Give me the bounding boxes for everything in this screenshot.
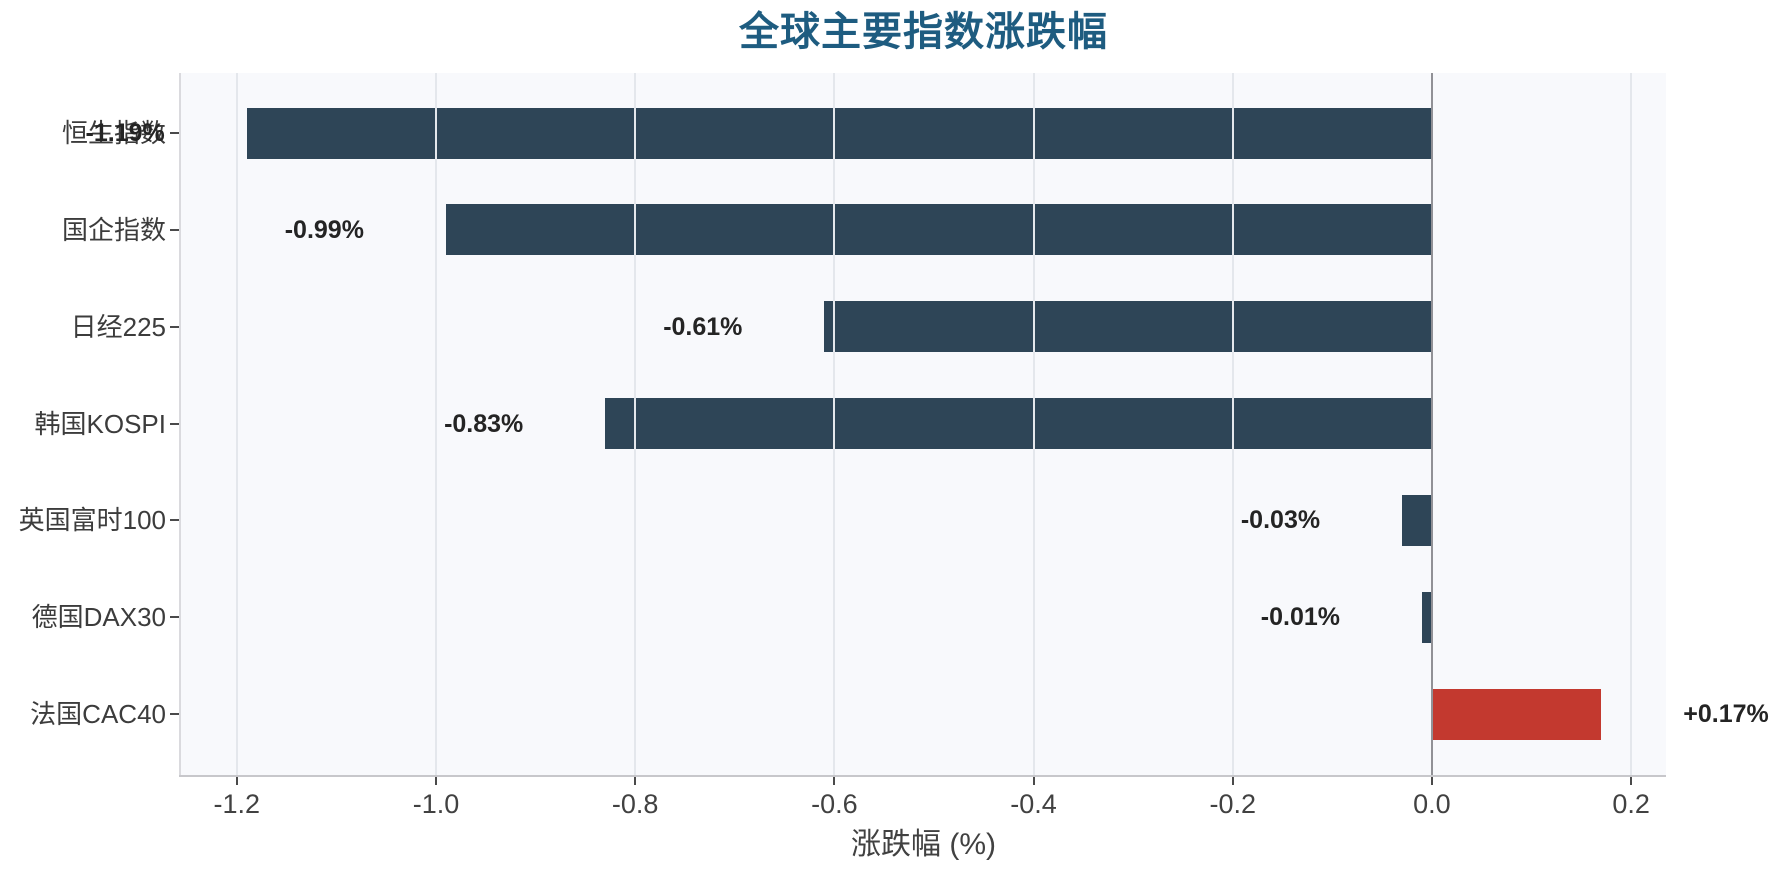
x-axis-tick-label: 0.2 [1612,789,1650,819]
grid-line [434,73,437,775]
grid-line [833,73,836,775]
x-axis-tick-label: 0.0 [1413,789,1451,819]
bar-value-label: -1.19% [85,119,165,147]
category-label: 德国DAX30 [31,602,166,633]
y-axis-tick [170,713,179,715]
bar-negative [1402,494,1432,546]
bar-negative [824,301,1432,353]
bar-negative [605,398,1432,449]
y-axis-tick [170,422,179,425]
category-label: 韩国KOSPI [34,408,166,439]
bar-value-label: -0.03% [1240,506,1321,535]
bar-negative [445,204,1432,256]
y-axis-tick [170,519,179,522]
grid-line [1630,73,1633,775]
bar-value-label: -0.61% [663,312,743,341]
x-axis-tick-label: -0.6 [811,789,858,819]
bar-value-label: -0.01% [1260,603,1340,632]
category-label: 法国CAC40 [30,699,166,729]
bar-value-label: +0.17% [1683,700,1769,728]
category-label: 英国富时100 [18,505,166,536]
left-spine [179,73,181,777]
x-axis-tick [434,777,437,785]
x-axis-label: 涨跌幅 (%) [851,828,996,861]
y-axis-tick [170,228,179,231]
x-axis-tick [833,777,836,785]
category-label: 日经225 [70,311,166,342]
x-axis-tick-label: -1.2 [213,789,261,819]
bar-negative [246,107,1432,159]
chart-title: 全球主要指数涨跌幅 [739,10,1108,54]
x-axis-tick-label: -0.2 [1209,789,1257,819]
bar-positive [1431,688,1602,740]
y-axis-tick [170,325,179,328]
category-label: 恒生指数 [61,118,166,148]
grid-line [634,73,637,775]
bar-value-label: -0.83% [444,409,524,438]
bar-value-label: -0.99% [284,215,364,244]
x-axis-tick [1430,777,1433,785]
grid-line [1231,73,1234,775]
grid-line [235,73,238,775]
y-axis-tick [170,616,179,619]
bottom-spine [179,775,1666,777]
x-axis-tick [1231,777,1234,785]
zero-line [1430,73,1433,775]
x-axis-tick [1630,777,1633,785]
x-axis-tick-label: -0.4 [1010,789,1057,819]
category-label: 国企指数 [61,214,166,245]
x-axis-tick-label: -0.8 [611,789,659,819]
x-axis-tick [634,777,637,785]
bar-negative [1421,591,1432,643]
grid-line [1032,73,1035,775]
y-axis-tick [170,132,179,134]
x-axis-tick-label: -1.0 [412,789,460,819]
x-axis-tick [235,777,238,785]
x-axis-tick [1032,777,1035,785]
